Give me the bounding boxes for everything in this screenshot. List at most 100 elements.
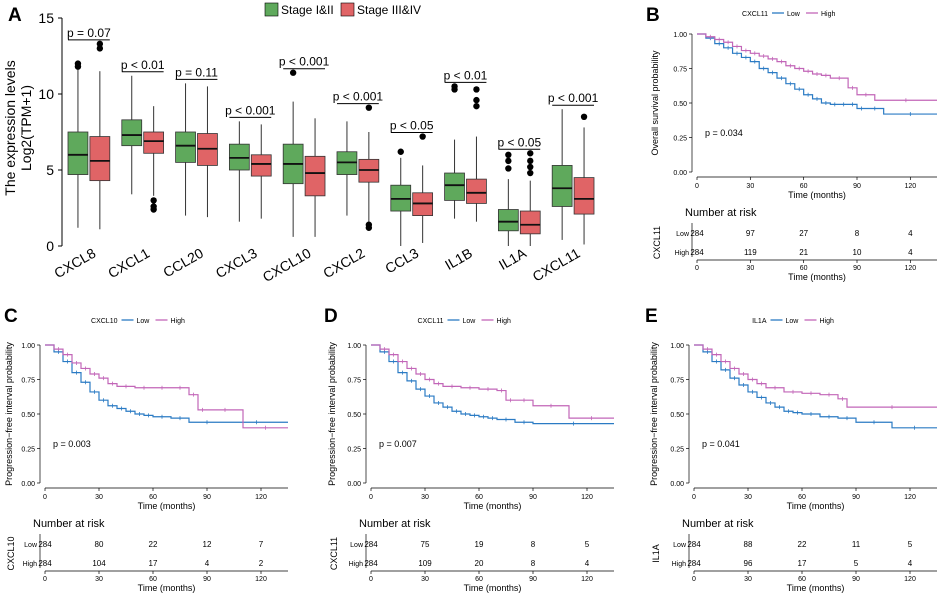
risk-count-high: 119 xyxy=(744,248,757,257)
risk-row-label-high: High xyxy=(23,561,38,568)
risk-table-x-tick-label: 30 xyxy=(744,576,752,583)
km-y-tick-label: 0.75 xyxy=(21,378,35,385)
km-x-tick-label: 0 xyxy=(692,494,696,501)
km-y-label: Progression−free interval probability xyxy=(4,342,14,486)
risk-table-x-tick-label: 90 xyxy=(853,265,861,272)
km-panel-c: CXCL10 Low High 0.00 0.25 0.50 0.75 1.00 Progres… xyxy=(4,318,288,593)
box-stage-late xyxy=(143,131,165,154)
boxplot-x-tick-label: CCL20 xyxy=(160,245,206,281)
km-y-tick-label: 0.25 xyxy=(21,447,35,454)
km-legend-gene: CXCL11 xyxy=(418,318,444,325)
box-stage-late xyxy=(304,155,326,197)
km-legend-label-high: High xyxy=(820,318,835,325)
boxplot-x-tick-label: CXCL11 xyxy=(530,245,583,285)
box-stage-early xyxy=(551,165,573,207)
risk-table-x-tick-label: 60 xyxy=(798,576,806,583)
panel-label-d: D xyxy=(324,306,338,327)
boxplot-x-tick-label: IL1B xyxy=(442,245,475,273)
risk-count-low: 8 xyxy=(531,540,536,549)
panel-label-c: C xyxy=(4,306,18,327)
risk-count-high: 4 xyxy=(908,248,913,257)
legend-label-stage-early: Stage I&II xyxy=(281,3,334,17)
km-y-tick-label: 1.00 xyxy=(347,343,361,350)
legend-swatch-stage-early xyxy=(264,2,279,17)
risk-table-x-tick-label: 120 xyxy=(581,576,593,583)
km-curve-low xyxy=(371,344,614,425)
risk-table-x-tick-label: 0 xyxy=(692,576,696,583)
box-outlier xyxy=(473,86,480,93)
km-x-tick-label: 60 xyxy=(798,494,806,501)
risk-table-gene-label: CXCL10 xyxy=(6,536,16,570)
risk-table-x-tick-label: 90 xyxy=(203,576,211,583)
km-x-tick-label: 30 xyxy=(746,183,754,190)
risk-count-low: 284 xyxy=(687,540,701,549)
risk-count-high: 284 xyxy=(687,559,701,568)
box-outlier xyxy=(527,169,534,177)
km-pvalue: p = 0.041 xyxy=(702,439,740,449)
risk-count-high: 5 xyxy=(854,559,859,568)
box-outlier xyxy=(527,157,534,165)
box-outlier xyxy=(580,113,588,121)
risk-count-low: 284 xyxy=(690,229,704,238)
risk-table-title: Number at risk xyxy=(685,207,757,219)
km-legend-label-low: Low xyxy=(463,318,477,325)
risk-count-low: 88 xyxy=(744,540,753,549)
km-x-tick-label: 0 xyxy=(695,183,699,190)
risk-row-label-low: Low xyxy=(676,231,690,238)
km-y-tick-label: 0.50 xyxy=(673,101,687,108)
km-x-tick-label: 0 xyxy=(43,494,47,501)
box-outlier xyxy=(150,197,157,204)
km-legend-label-low: Low xyxy=(786,318,800,325)
km-y-tick-label: 1.00 xyxy=(673,32,687,39)
km-y-tick-label: 0.50 xyxy=(21,412,35,419)
pvalue-label: p < 0.05 xyxy=(390,119,434,133)
km-x-tick-label: 90 xyxy=(853,183,861,190)
km-pvalue: p = 0.003 xyxy=(53,439,91,449)
risk-count-low: 284 xyxy=(364,540,378,549)
risk-count-low: 5 xyxy=(585,540,590,549)
risk-count-low: 11 xyxy=(852,540,861,549)
km-x-tick-label: 60 xyxy=(800,183,808,190)
risk-count-high: 4 xyxy=(205,559,210,568)
risk-table-x-tick-label: 120 xyxy=(904,265,916,272)
boxplot-x-tick-label: CXCL2 xyxy=(320,245,367,282)
km-x-tick-label: 60 xyxy=(475,494,483,501)
pvalue-label: p = 0.07 xyxy=(67,26,111,40)
box-stage-late xyxy=(466,178,487,204)
box-outlier xyxy=(96,40,104,48)
risk-row-label-low: Low xyxy=(673,542,687,549)
panel-label-e: E xyxy=(645,306,658,327)
risk-row-label-high: High xyxy=(349,561,364,568)
box-outlier xyxy=(527,150,534,157)
km-panel-b: CXCL11 Low High 0.00 0.25 0.50 0.75 1.00 Overall… xyxy=(650,11,937,282)
km-x-label: Time (months) xyxy=(787,501,845,511)
risk-row-label-high: High xyxy=(672,561,687,568)
boxplot-x-tick-label: IL1A xyxy=(496,244,530,273)
risk-table-title: Number at risk xyxy=(359,518,431,530)
risk-table-x-tick-label: 30 xyxy=(746,265,754,272)
risk-count-high: 284 xyxy=(38,559,52,568)
km-y-label: Overall survival probability xyxy=(650,50,660,156)
risk-table-x-label: Time (months) xyxy=(138,583,196,593)
km-pvalue: p = 0.034 xyxy=(705,128,743,138)
km-x-tick-label: 120 xyxy=(904,494,916,501)
km-x-label: Time (months) xyxy=(138,501,196,511)
risk-count-low: 5 xyxy=(908,540,913,549)
risk-count-high: 17 xyxy=(798,559,807,568)
box-outlier xyxy=(419,133,426,140)
risk-table-x-tick-label: 120 xyxy=(255,576,267,583)
risk-table-x-tick-label: 120 xyxy=(904,576,916,583)
risk-count-high: 109 xyxy=(418,559,432,568)
box-outlier xyxy=(527,163,534,171)
box-outlier xyxy=(505,151,512,158)
pvalue-label: p < 0.001 xyxy=(225,103,276,117)
risk-count-low: 27 xyxy=(799,229,808,238)
risk-table-x-label: Time (months) xyxy=(788,272,846,282)
risk-table-x-label: Time (months) xyxy=(787,583,845,593)
risk-table-x-tick-label: 0 xyxy=(695,265,699,272)
km-x-tick-label: 90 xyxy=(203,494,211,501)
km-legend-label-high: High xyxy=(497,318,512,325)
risk-count-high: 17 xyxy=(149,559,158,568)
boxplot-x-tick-label: CXCL3 xyxy=(213,245,260,282)
km-x-tick-label: 120 xyxy=(904,183,916,190)
